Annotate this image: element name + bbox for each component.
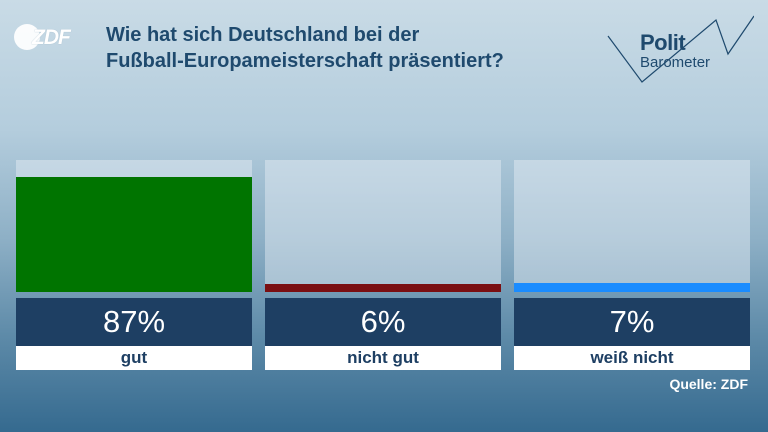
- bar-track: [265, 160, 501, 292]
- bar-2: [514, 283, 750, 292]
- politbarometer-word-barometer: Barometer: [640, 54, 711, 71]
- bar-0: [16, 177, 252, 292]
- politbarometer-logo: Polit Barometer: [604, 14, 754, 84]
- chart-title-line-2: Fußball-Europameisterschaft präsentiert?: [106, 50, 504, 72]
- bar-category-label: gut: [16, 346, 252, 370]
- politbarometer-word-polit: Polit: [640, 30, 686, 55]
- politbarometer-zigzag-icon: [607, 15, 754, 83]
- bar-category-label: nicht gut: [265, 346, 501, 370]
- bar-value-label: 6%: [265, 298, 501, 346]
- zdf-logo-circle-icon: [14, 24, 40, 50]
- bar-track: [514, 160, 750, 292]
- chart-title: Wie hat sich Deutschland bei der Fußball…: [106, 22, 606, 74]
- bar-value-label: 7%: [514, 298, 750, 346]
- bar-value-label: 87%: [16, 298, 252, 346]
- bar-1: [265, 284, 501, 292]
- zdf-logo: ZDF: [14, 24, 80, 50]
- source-note: Quelle: ZDF: [669, 376, 748, 392]
- bar-category-label: weiß nicht: [514, 346, 750, 370]
- chart-title-line-1: Wie hat sich Deutschland bei der: [106, 24, 420, 46]
- zdf-logo-text: ZDF: [32, 26, 71, 49]
- bar-track: [16, 160, 252, 292]
